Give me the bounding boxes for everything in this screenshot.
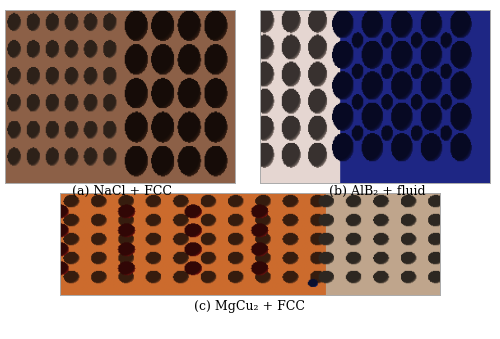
Text: (b) AlB₂ + fluid: (b) AlB₂ + fluid (329, 185, 426, 198)
Text: (c) MgCu₂ + FCC: (c) MgCu₂ + FCC (194, 300, 306, 313)
Text: (a) NaCl + FCC: (a) NaCl + FCC (72, 185, 172, 198)
